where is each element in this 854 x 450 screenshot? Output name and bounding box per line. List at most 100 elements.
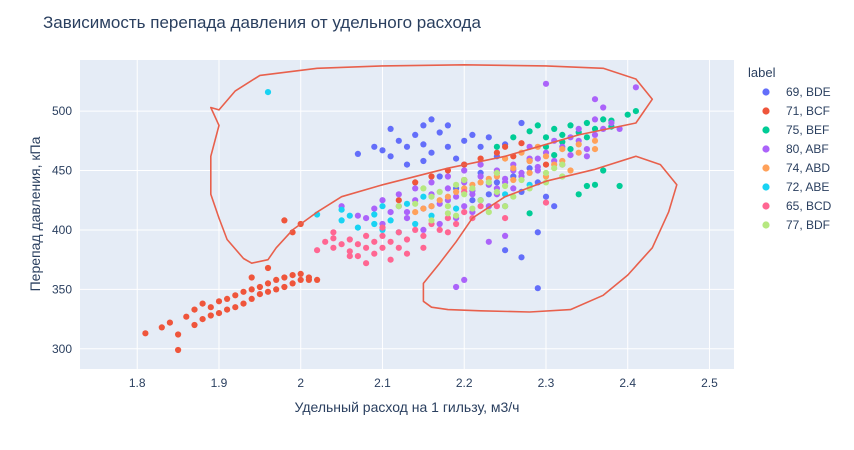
legend-item[interactable]: 77, BDF: [762, 218, 830, 232]
data-point: [248, 295, 255, 302]
data-point: [338, 217, 345, 224]
data-point: [248, 286, 255, 293]
data-point: [575, 141, 582, 148]
data-point: [428, 203, 435, 210]
data-point: [444, 122, 451, 129]
data-point: [297, 276, 304, 283]
y-tick-label: 400: [52, 223, 72, 237]
legend-title: label: [748, 65, 776, 80]
data-point: [403, 161, 411, 168]
data-point: [624, 111, 631, 118]
data-point: [591, 96, 599, 103]
series-group: [395, 161, 566, 224]
data-point: [567, 122, 574, 129]
data-point: [567, 146, 574, 153]
legend-label: 72, ABE: [786, 180, 829, 194]
data-point: [436, 226, 443, 233]
data-point: [363, 232, 370, 239]
legend-marker: [762, 126, 770, 134]
x-tick-label: 2.4: [619, 376, 636, 390]
data-point: [240, 300, 247, 307]
data-point: [493, 179, 500, 186]
upper-left-outlier-loop: [210, 64, 654, 264]
legend-label: 65, BCD: [786, 199, 832, 213]
data-point: [346, 248, 353, 255]
data-point: [420, 226, 427, 233]
data-point: [420, 205, 427, 212]
data-point: [281, 283, 288, 291]
data-point: [502, 232, 509, 239]
chart-title: Зависимость перепада давления от удельно…: [43, 13, 481, 32]
data-point: [387, 153, 394, 160]
data-point: [330, 244, 337, 251]
x-axis-ticks: 1.8 1.9 2 2.1 2.2 2.3 2.4 2.5: [129, 376, 718, 390]
legend-item[interactable]: 75, BEF: [762, 123, 829, 137]
data-point: [485, 179, 492, 186]
data-point: [314, 247, 321, 254]
data-point: [469, 131, 476, 138]
lower-right-outlier-loop: [422, 155, 678, 313]
legend-item[interactable]: 69, BDE: [762, 85, 831, 99]
data-point: [502, 182, 509, 190]
data-point: [420, 193, 427, 200]
legend-marker: [762, 202, 770, 210]
data-point: [330, 235, 337, 242]
data-point: [542, 199, 550, 206]
data-point: [371, 143, 378, 150]
data-point: [428, 212, 435, 219]
data-point: [264, 288, 272, 295]
data-point: [551, 152, 558, 159]
data-point: [510, 176, 517, 184]
data-point: [444, 215, 451, 222]
data-point: [379, 203, 386, 210]
legend-item[interactable]: 72, ABE: [762, 180, 829, 194]
data-point: [551, 125, 558, 132]
annotations: [210, 64, 678, 313]
data-point: [363, 244, 370, 251]
data-point: [518, 119, 525, 127]
data-point: [461, 137, 468, 144]
data-point: [207, 304, 214, 311]
data-point: [420, 244, 427, 251]
data-point: [387, 217, 394, 224]
data-point: [314, 276, 321, 283]
data-point: [591, 131, 599, 138]
data-point: [583, 119, 591, 127]
legend-item[interactable]: 74, ABD: [762, 161, 830, 175]
data-point: [616, 182, 623, 190]
data-point: [264, 264, 272, 272]
legend-item[interactable]: 71, BCF: [762, 104, 830, 118]
data-point: [412, 131, 419, 138]
data-point: [461, 203, 468, 210]
data-point: [175, 331, 182, 338]
data-point: [436, 220, 443, 228]
data-point: [371, 250, 378, 257]
data-point: [264, 89, 272, 96]
data-point: [461, 191, 468, 198]
y-tick-label: 500: [52, 104, 72, 118]
data-point: [444, 210, 451, 217]
data-point: [199, 300, 206, 307]
data-point: [403, 215, 411, 222]
data-point: [354, 150, 361, 157]
data-point: [469, 197, 476, 204]
data-point: [526, 169, 533, 176]
data-point: [403, 200, 411, 207]
legend-item[interactable]: 65, BCD: [762, 199, 832, 213]
x-tick-label: 1.9: [211, 376, 228, 390]
data-point: [600, 167, 607, 174]
legend-item[interactable]: 80, ABF: [762, 142, 829, 156]
data-point: [412, 179, 419, 186]
data-point: [420, 232, 427, 239]
series-group: [314, 188, 550, 267]
data-point: [346, 212, 353, 219]
data-point: [379, 224, 386, 231]
data-point: [338, 206, 345, 213]
data-point: [403, 143, 411, 150]
data-point: [395, 229, 402, 236]
data-point: [354, 224, 361, 231]
data-point: [485, 238, 492, 245]
data-point: [256, 283, 263, 291]
